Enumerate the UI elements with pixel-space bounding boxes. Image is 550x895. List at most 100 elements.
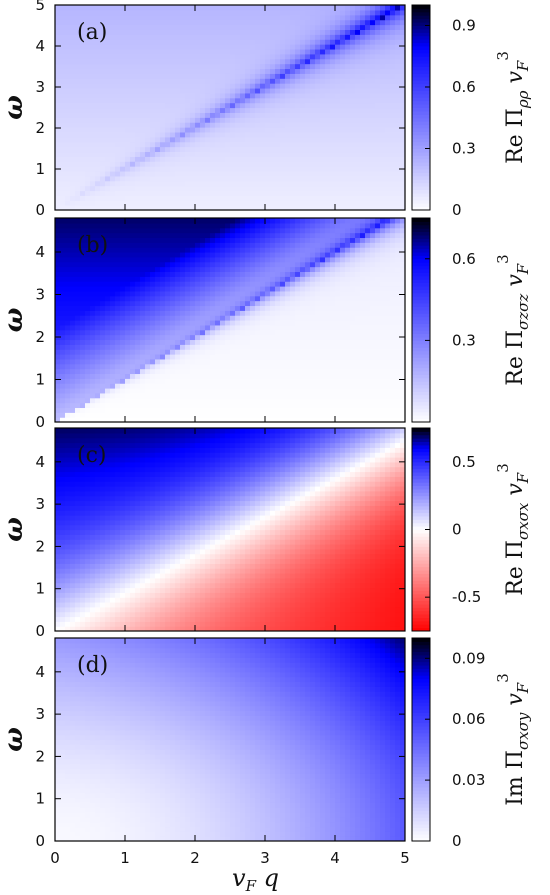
heatmap-cell bbox=[335, 97, 341, 104]
heatmap-cell bbox=[390, 127, 396, 133]
heatmap-cell bbox=[95, 339, 101, 345]
heatmap-cell bbox=[215, 117, 221, 123]
heatmap-cell bbox=[65, 87, 71, 94]
heatmap-cell bbox=[225, 266, 231, 273]
heatmap-cell bbox=[355, 9, 361, 16]
heatmap-cell bbox=[275, 156, 281, 162]
heatmap-cell bbox=[190, 290, 196, 297]
heatmap-cell bbox=[240, 315, 246, 321]
heatmap-cell bbox=[110, 388, 116, 394]
heatmap-cell bbox=[145, 237, 151, 243]
heatmap-cell bbox=[395, 161, 401, 167]
heatmap-cell bbox=[365, 58, 371, 65]
heatmap-cell bbox=[130, 237, 136, 243]
heatmap-cell bbox=[310, 200, 316, 206]
heatmap-cell bbox=[295, 156, 301, 162]
heatmap-cell bbox=[90, 107, 96, 113]
heatmap-cell bbox=[355, 73, 361, 79]
heatmap-cell bbox=[205, 402, 211, 409]
heatmap-cell bbox=[140, 190, 146, 196]
heatmap-cell bbox=[170, 281, 176, 287]
heatmap-cell bbox=[230, 102, 236, 109]
heatmap-cell bbox=[175, 185, 181, 192]
heatmap-cell bbox=[215, 102, 221, 109]
heatmap-cell bbox=[280, 358, 286, 365]
heatmap-cell bbox=[70, 344, 76, 350]
heatmap-cell bbox=[165, 247, 171, 253]
heatmap-cell bbox=[160, 290, 166, 297]
heatmap-cell bbox=[185, 83, 191, 89]
heatmap-cell bbox=[135, 300, 141, 307]
heatmap-cell bbox=[120, 185, 126, 192]
heatmap-cell bbox=[135, 87, 141, 94]
heatmap-cell bbox=[200, 48, 206, 55]
heatmap-cell bbox=[220, 102, 226, 109]
heatmap-cell bbox=[155, 63, 161, 70]
heatmap-cell bbox=[195, 97, 201, 104]
heatmap-cell bbox=[325, 190, 331, 196]
heatmap-cell bbox=[280, 127, 286, 133]
heatmap-cell bbox=[275, 122, 281, 128]
heatmap-cell bbox=[350, 107, 356, 113]
heatmap-cell bbox=[375, 29, 381, 35]
colorbar-band bbox=[412, 172, 430, 177]
heatmap-cell bbox=[130, 261, 136, 268]
heatmap-cell bbox=[370, 19, 376, 26]
heatmap-cell bbox=[80, 276, 86, 282]
heatmap-cell bbox=[110, 166, 116, 172]
heatmap-cell bbox=[350, 34, 356, 40]
heatmap-cell bbox=[375, 205, 381, 210]
heatmap-cell bbox=[135, 44, 141, 50]
heatmap-cell bbox=[90, 247, 96, 253]
heatmap-cell bbox=[245, 373, 251, 379]
heatmap-cell bbox=[260, 9, 266, 16]
heatmap-cell bbox=[105, 166, 111, 172]
heatmap-cell bbox=[90, 48, 96, 55]
heatmap-cell bbox=[195, 92, 201, 99]
heatmap-cell bbox=[395, 195, 401, 201]
heatmap-cell bbox=[270, 200, 276, 206]
heatmap-cell bbox=[155, 39, 161, 45]
heatmap-cell bbox=[130, 286, 136, 292]
heatmap-cell bbox=[260, 237, 266, 243]
heatmap-cell bbox=[380, 87, 386, 94]
heatmap-cell bbox=[145, 222, 151, 229]
heatmap-cell bbox=[335, 92, 341, 99]
heatmap-cell bbox=[325, 117, 331, 123]
heatmap-cell bbox=[250, 112, 256, 118]
heatmap-cell bbox=[150, 136, 156, 143]
heatmap-cell bbox=[245, 166, 251, 172]
heatmap-cell bbox=[380, 97, 386, 104]
heatmap-cell bbox=[105, 34, 111, 40]
heatmap-cell bbox=[190, 329, 196, 336]
heatmap-cell bbox=[310, 175, 316, 182]
heatmap-cell bbox=[65, 227, 71, 234]
heatmap-cell bbox=[330, 136, 336, 143]
heatmap-cell bbox=[115, 122, 121, 128]
heatmap-cell bbox=[355, 102, 361, 109]
heatmap-cell bbox=[380, 131, 386, 138]
heatmap-cell bbox=[215, 195, 221, 201]
heatmap-cell bbox=[180, 266, 186, 273]
heatmap-cell bbox=[120, 417, 126, 422]
heatmap-cell bbox=[395, 190, 401, 196]
heatmap-cell bbox=[205, 24, 211, 30]
heatmap-cell bbox=[210, 354, 216, 360]
heatmap-cell bbox=[245, 363, 251, 370]
heatmap-cell bbox=[100, 363, 106, 370]
heatmap-cell bbox=[125, 237, 131, 243]
heatmap-cell bbox=[65, 34, 71, 40]
heatmap-cell bbox=[80, 383, 86, 389]
heatmap-cell bbox=[300, 146, 306, 153]
heatmap-cell bbox=[335, 146, 341, 153]
heatmap-cell bbox=[245, 127, 251, 133]
heatmap-cell bbox=[230, 256, 236, 263]
heatmap-cell bbox=[145, 247, 151, 253]
heatmap-cell bbox=[370, 166, 376, 172]
heatmap-cell bbox=[150, 286, 156, 292]
heatmap-cell bbox=[215, 286, 221, 292]
heatmap-cell bbox=[180, 329, 186, 336]
heatmap-cell bbox=[145, 407, 151, 413]
heatmap-cell bbox=[175, 170, 181, 177]
heatmap-cell bbox=[305, 107, 311, 113]
